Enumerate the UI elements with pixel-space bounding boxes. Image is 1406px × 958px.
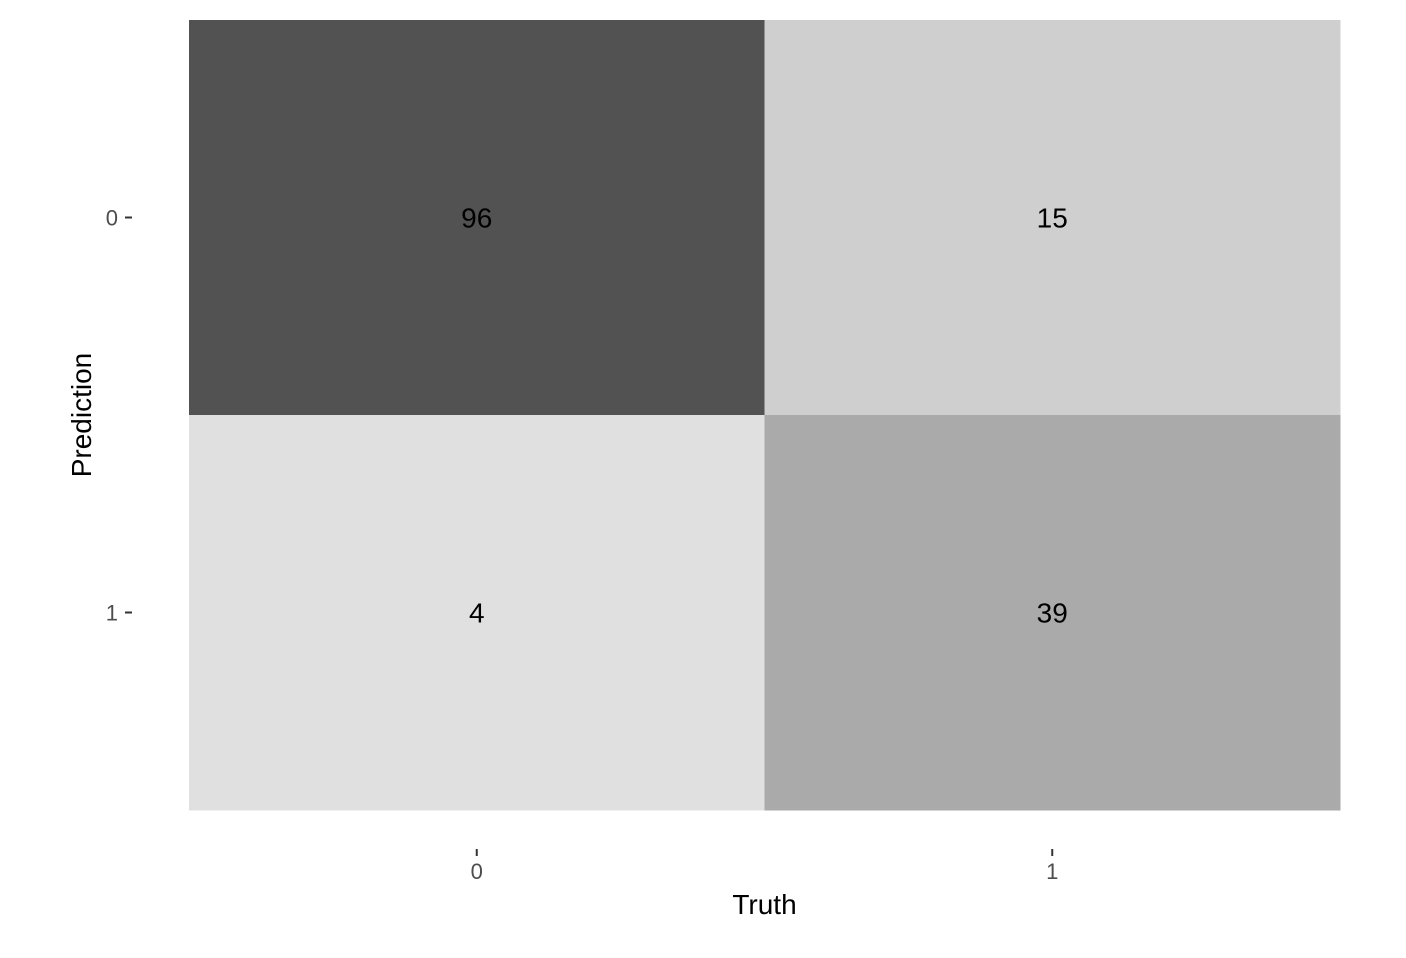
cell-value-label: 15 (1037, 203, 1068, 234)
cell-value-label: 39 (1037, 598, 1068, 629)
heatmap-cell-truth-1-prediction-0 (764, 20, 1341, 416)
cell-value-label: 96 (461, 203, 492, 234)
y-axis: 01 (106, 206, 132, 626)
heatmap-cell-truth-1-prediction-1 (764, 415, 1341, 811)
y-axis-tick-label: 0 (106, 206, 118, 231)
cell-value-label: 4 (469, 598, 485, 629)
heatmap-cell-truth-0-prediction-0 (189, 20, 765, 416)
x-axis-tick-label: 0 (471, 859, 483, 884)
x-axis-title: Truth (732, 889, 796, 920)
cell-value-labels: 96 15 4 39 (461, 203, 1068, 629)
heatmap-cell-truth-0-prediction-1 (189, 415, 765, 811)
y-axis-title: Prediction (66, 353, 97, 478)
x-axis-tick-label: 1 (1046, 859, 1058, 884)
heatmap-cells (189, 20, 1341, 811)
y-axis-tick-label: 1 (106, 601, 118, 626)
